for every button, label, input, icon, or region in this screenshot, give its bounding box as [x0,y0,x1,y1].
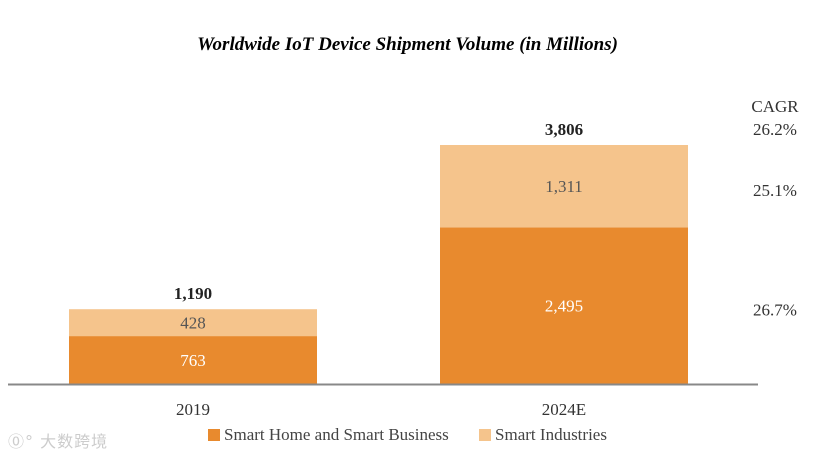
bar-segment [69,309,317,337]
total-label: 3,806 [545,120,583,139]
x-tick-label: 2024E [542,400,586,419]
data-label: 1,311 [545,177,583,196]
data-label: 763 [180,351,206,370]
cagr-series: 25.1% [753,181,797,200]
bar-segment [69,336,317,384]
bar-segment [440,227,688,384]
chart-title: Worldwide IoT Device Shipment Volume (in… [197,34,618,55]
legend-item-smart-home: Smart Home and Smart Business [208,425,449,445]
cagr-total: 26.2% [753,120,797,139]
legend-item-smart-industries: Smart Industries [479,425,607,445]
cagr-header: CAGR [751,97,799,116]
data-label: 428 [180,314,206,333]
bar-segment [440,145,688,228]
legend-swatch [208,429,221,441]
cagr-series: 26.7% [753,301,797,320]
data-label: 2,495 [545,297,583,316]
total-label: 1,190 [174,284,212,303]
legend-label: Smart Industries [495,425,607,444]
legend-label: Smart Home and Smart Business [224,425,449,444]
x-tick-label: 2019 [176,400,210,419]
watermark-logo: ⓪° 大数跨境 [8,432,109,451]
legend-swatch [479,429,492,441]
legend: Smart Home and Smart Business Smart Indu… [0,425,815,446]
